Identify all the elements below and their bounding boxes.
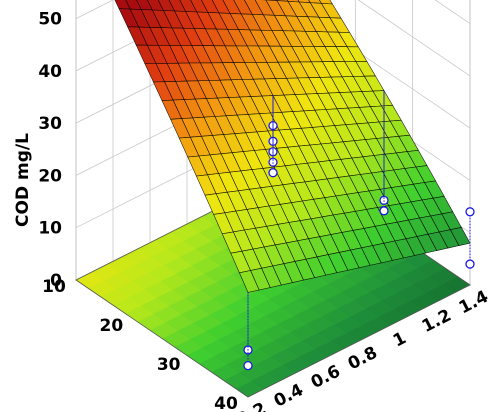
y-tick-label: 0.2 — [234, 399, 270, 412]
data-point — [465, 259, 475, 269]
y-tick-label: 0.6 — [308, 361, 344, 392]
z-tick-label: 10 — [38, 219, 62, 239]
data-points — [243, 0, 475, 371]
data-point — [243, 360, 253, 371]
data-point — [268, 168, 278, 178]
z-tick-label: 20 — [38, 166, 62, 186]
response-surface — [114, 0, 471, 293]
z-axis-label: COD mg/L — [13, 133, 33, 227]
y-tick-label: 0.8 — [345, 343, 381, 374]
z-tick-label: 40 — [38, 62, 62, 82]
y-tick-label: 1.4 — [456, 287, 492, 319]
z-tick-label: 50 — [38, 10, 62, 30]
z-tick-label: 30 — [38, 114, 62, 134]
x-tick-label: 20 — [99, 316, 123, 336]
x-tick-label: 10 — [42, 277, 66, 297]
x-tick-label: 40 — [214, 394, 238, 412]
surface-cell — [238, 270, 260, 293]
data-point — [465, 207, 475, 217]
y-tick-label: 1 — [390, 328, 410, 351]
x-tick-label: 30 — [157, 355, 181, 375]
z-tick-label: 0 — [50, 271, 62, 291]
data-point — [379, 206, 389, 216]
y-tick-label: 1.2 — [419, 305, 455, 336]
y-tick-label: 0.4 — [271, 380, 307, 412]
